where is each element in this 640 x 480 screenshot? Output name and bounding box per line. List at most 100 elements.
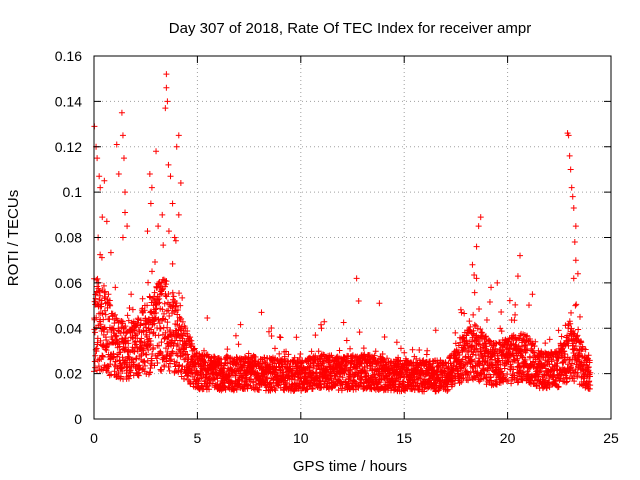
data-point [159,306,166,313]
data-point [159,286,166,293]
data-point [565,132,572,139]
data-point [222,386,229,393]
data-point [268,383,275,390]
data-point [91,298,98,305]
data-point [122,189,129,196]
data-point [564,378,571,385]
data-point [164,324,171,331]
data-point [561,348,568,355]
data-point [357,379,364,386]
data-point [524,332,531,339]
data-point [504,371,511,378]
data-point [161,335,168,342]
data-point [519,353,526,360]
data-point [473,243,480,250]
data-point [457,306,464,313]
data-point [112,311,119,318]
y-tick-label: 0.02 [55,366,82,382]
data-point [529,291,536,298]
data-point [188,337,195,344]
data-point [94,341,101,348]
data-point [371,352,378,359]
data-point [303,385,310,392]
y-tick-label: 0.16 [55,48,82,64]
data-point [178,315,185,322]
data-point [477,214,484,221]
data-point [103,218,110,225]
data-point [527,354,534,361]
data-point [129,356,136,363]
data-point [317,321,324,328]
data-point [137,338,144,345]
data-point [99,214,106,221]
data-point [460,334,467,341]
data-point [360,345,367,352]
data-point [149,268,156,275]
data-point [514,379,521,386]
data-point [557,375,564,382]
data-point [468,356,475,363]
data-point [124,312,131,319]
data-point [555,355,562,362]
data-point [170,293,177,300]
data-point [239,363,246,370]
data-point [161,300,168,307]
data-point [158,366,165,373]
data-point [134,319,141,326]
data-point [146,342,153,349]
data-point [140,345,147,352]
data-point [455,349,462,356]
data-point [401,349,408,356]
data-point [575,326,582,333]
data-point [224,346,231,353]
data-point [297,351,304,358]
data-point [101,289,108,296]
data-point [515,360,522,367]
data-point [94,155,101,162]
data-point [461,363,468,370]
data-point [147,200,154,207]
data-point [473,275,480,282]
data-point [189,369,196,376]
data-point [471,289,478,296]
data-point [315,348,322,355]
data-point [106,340,113,347]
data-point [509,334,516,341]
y-tick-label: 0.06 [55,275,82,291]
data-point [281,353,288,360]
data-point [477,326,484,333]
data-point [461,310,468,317]
data-point [522,356,529,363]
data-point [119,234,126,241]
data-point [96,173,103,180]
data-point [179,318,186,325]
data-point [122,209,129,216]
data-point [476,306,483,313]
data-point [221,383,228,390]
data-point [568,184,575,191]
data-point [153,355,160,362]
data-point [271,345,278,352]
data-point [206,386,213,393]
data-point [133,341,140,348]
data-point [270,356,277,363]
data-point [99,342,106,349]
data-point [317,381,324,388]
data-point [384,355,391,362]
data-point [129,344,136,351]
data-point [105,291,112,298]
data-point [514,355,521,362]
data-point [202,371,209,378]
data-point [576,313,583,320]
data-point [324,371,331,378]
data-point [567,166,574,173]
grid-lines [94,56,611,419]
data-point [125,317,132,324]
data-point [145,346,152,353]
data-point [501,365,508,372]
data-point [277,334,284,341]
data-point [201,347,208,354]
data-point [388,359,395,366]
data-point [498,309,505,316]
data-point [312,332,319,339]
